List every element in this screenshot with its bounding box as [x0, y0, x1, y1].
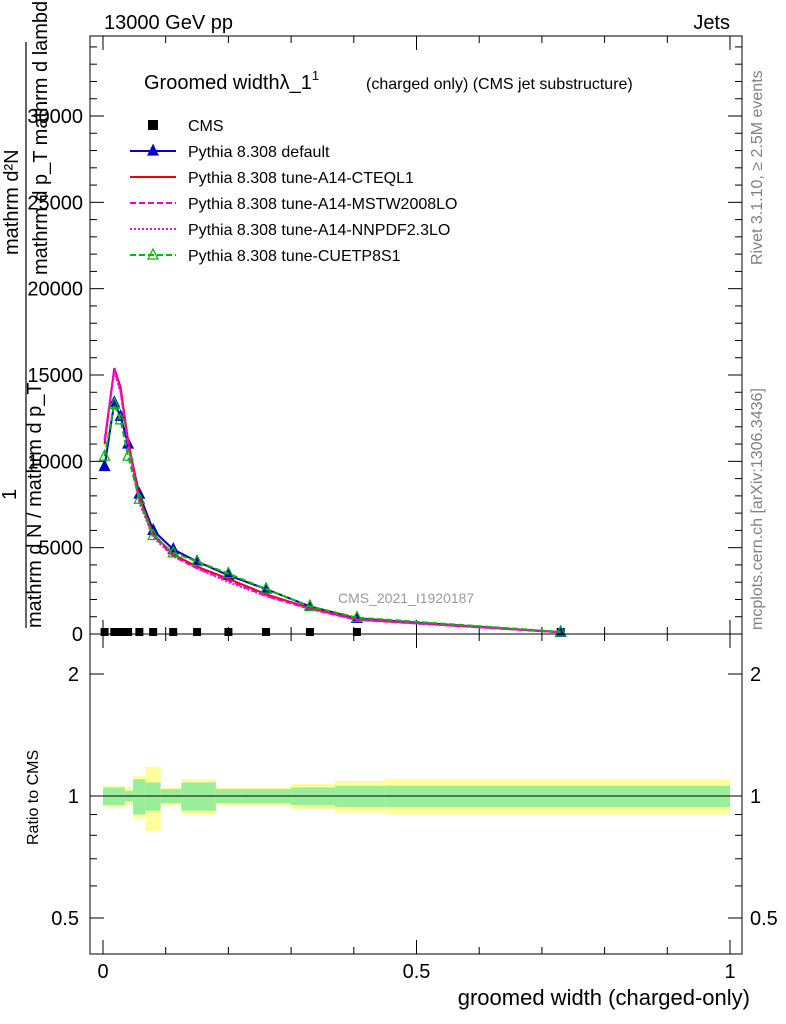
x-tick-labels: 0 0.5 1: [97, 961, 735, 983]
series-marker: [260, 581, 272, 594]
cms-data-point: [224, 628, 233, 636]
ratio-tick-label: 1: [68, 786, 79, 808]
main-y-tick-label: 20000: [27, 279, 83, 301]
legend-label: Pythia 8.308 tune-A14-CTEQL1: [188, 170, 414, 187]
cms-data-point: [352, 628, 361, 636]
legend-item: Pythia 8.308 tune-CUETP8S1: [130, 247, 401, 265]
plot-subtitle: (charged only) (CMS jet substructure): [366, 76, 633, 93]
legend-item: Pythia 8.308 tune-A14-NNPDF2.3LO: [130, 222, 450, 239]
series-marker: [114, 412, 127, 425]
legend-label: Pythia 8.308 tune-CUETP8S1: [188, 248, 401, 265]
plot-title-superscript: 1: [312, 68, 319, 83]
series-marker: [108, 397, 121, 409]
cms-data-point: [110, 628, 119, 636]
main-y-tick-label: 10000: [27, 451, 83, 473]
legend-marker: [147, 247, 159, 260]
legend-label: Pythia 8.308 default: [188, 144, 330, 161]
x-tick-label: 0: [97, 961, 108, 983]
energy-label: 13000 GeV pp: [104, 12, 233, 34]
ratio-stat-band: [145, 782, 161, 811]
cms-data-point: [124, 628, 133, 636]
ratio-tick-label-right: 0.5: [750, 908, 778, 930]
cms-data-point: [135, 628, 144, 636]
main-y-tick-label: 0: [72, 624, 83, 646]
series-marker: [303, 599, 316, 611]
legend-swatch: [148, 120, 158, 130]
category-label: Jets: [693, 12, 730, 34]
cms-data-point: [149, 628, 158, 636]
series-marker: [133, 491, 146, 504]
series-marker: [98, 459, 111, 472]
mcplots-label: mcplots.cern.ch [arXiv:1306.3436]: [749, 388, 766, 630]
legend-item: Pythia 8.308 default: [130, 143, 330, 161]
legend-item: CMS: [148, 118, 224, 135]
cms-data-point: [169, 628, 178, 636]
series-marker: [554, 624, 567, 637]
series-4: [103, 371, 561, 634]
series-layer: [98, 367, 567, 637]
series-marker: [350, 610, 363, 623]
y-label-numerator-2: mathrm d p_T mathrm d lambda: [30, 0, 52, 275]
x-tick-label: 1: [724, 961, 735, 983]
y-label-denominator: mathrm d N / mathrm d p_T: [24, 382, 46, 628]
x-tick-label: 0.5: [403, 961, 431, 983]
series-line: [103, 371, 561, 634]
legend-label: Pythia 8.308 tune-A14-NNPDF2.3LO: [188, 222, 450, 239]
cms-data-point: [193, 628, 202, 636]
main-y-tick-label: 5000: [39, 538, 84, 560]
main-y-tick-labels: 0 5000 10000 15000 20000 25000 30000: [27, 106, 83, 646]
legend: CMS Pythia 8.308 default Pythia 8.308 tune…: [130, 118, 457, 265]
series-line: [103, 400, 561, 633]
ratio-stat-band: [181, 782, 216, 811]
series-marker: [222, 566, 235, 579]
cms-data-point: [305, 628, 314, 636]
cms-data-point: [116, 628, 125, 636]
series-marker: [191, 554, 204, 567]
series-2: [103, 367, 561, 634]
ratio-tick-label-right: 1: [750, 786, 761, 808]
y-label-numerator: mathrm d²N: [1, 149, 23, 255]
series-marker: [122, 448, 135, 461]
main-y-tick-label: 30000: [27, 106, 83, 128]
series-marker: [98, 448, 111, 461]
cms-data-point: [100, 628, 109, 636]
series-line: [103, 367, 561, 634]
rivet-label: Rivet 3.1.10, ≥ 2.5M events: [749, 70, 766, 265]
ratio-tick-labels: 0.5 0.5 1 1 2 2: [51, 664, 778, 930]
ratio-tick-label: 2: [68, 664, 79, 686]
ratio-y-axis-label: Ratio to CMS: [25, 750, 42, 845]
series-marker: [147, 528, 160, 541]
series-5: [98, 397, 567, 637]
x-axis-label: groomed width (charged-only): [458, 985, 750, 1010]
ratio-tick-label-right: 2: [750, 664, 761, 686]
ratio-axis-ticks: [90, 634, 742, 954]
series-1: [98, 395, 567, 637]
cms-data-point: [262, 628, 271, 636]
series-marker: [167, 545, 180, 558]
ratio-tick-label: 0.5: [51, 908, 79, 930]
series-line: [103, 399, 561, 634]
main-y-tick-label: 25000: [27, 192, 83, 214]
legend-item: Pythia 8.308 tune-A14-MSTW2008LO: [130, 196, 457, 213]
legend-label: Pythia 8.308 tune-A14-MSTW2008LO: [188, 196, 457, 213]
analysis-watermark: CMS_2021_I1920187: [338, 590, 474, 606]
plot-title-main: Groomed widthλ_1: [144, 72, 312, 94]
legend-marker: [147, 143, 159, 156]
main-y-axis-label: mathrm d²N mathrm d p_T mathrm d lambda …: [0, 0, 52, 628]
y-label-unit: 1: [0, 489, 21, 500]
ratio-stat-band: [133, 779, 146, 815]
series-3: [103, 367, 561, 634]
ratio-bands: [103, 766, 730, 831]
legend-label: CMS: [188, 118, 224, 135]
plot-title: Groomed widthλ_11: [144, 68, 319, 94]
series-line: [103, 367, 561, 634]
legend-item: Pythia 8.308 tune-A14-CTEQL1: [130, 170, 414, 187]
main-y-tick-label: 15000: [27, 365, 83, 387]
